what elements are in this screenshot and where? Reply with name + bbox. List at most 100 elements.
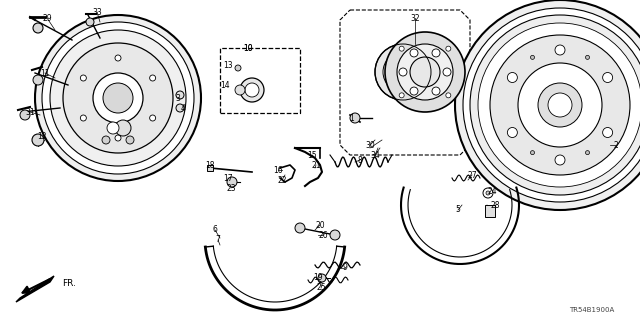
Circle shape [432, 49, 440, 57]
Circle shape [50, 30, 186, 166]
Text: 5: 5 [456, 205, 460, 214]
Circle shape [235, 85, 245, 95]
Circle shape [531, 55, 534, 60]
Text: 22: 22 [277, 175, 287, 185]
Text: 9: 9 [342, 263, 348, 273]
Circle shape [81, 75, 86, 81]
Text: 20: 20 [315, 220, 325, 229]
Text: 28: 28 [490, 201, 500, 210]
Circle shape [42, 22, 194, 174]
Circle shape [86, 18, 94, 26]
Circle shape [410, 49, 418, 57]
Text: 33: 33 [92, 7, 102, 17]
Circle shape [33, 23, 43, 33]
Text: 21: 21 [311, 161, 321, 170]
Circle shape [295, 223, 305, 233]
Circle shape [150, 75, 156, 81]
Bar [485, 205, 495, 217]
Circle shape [107, 122, 119, 134]
Circle shape [93, 73, 143, 123]
Text: 15: 15 [307, 150, 317, 159]
Text: 31: 31 [25, 108, 35, 116]
Polygon shape [340, 10, 470, 155]
Circle shape [35, 15, 201, 181]
Circle shape [548, 93, 572, 117]
Text: 7: 7 [216, 236, 220, 244]
Text: 13: 13 [223, 60, 233, 69]
Circle shape [126, 136, 134, 144]
Text: 27: 27 [467, 171, 477, 180]
Circle shape [318, 274, 326, 282]
Text: 29: 29 [42, 13, 52, 22]
Circle shape [555, 155, 565, 165]
Text: 8: 8 [358, 156, 362, 164]
Circle shape [81, 115, 86, 121]
Circle shape [446, 46, 451, 51]
Text: 24: 24 [487, 188, 497, 196]
Circle shape [235, 65, 241, 71]
Bar [207, 165, 213, 171]
Text: 17: 17 [223, 173, 233, 182]
Circle shape [470, 15, 640, 195]
Circle shape [490, 35, 630, 175]
Text: 1: 1 [349, 114, 355, 123]
Text: 3: 3 [175, 93, 180, 102]
Circle shape [478, 23, 640, 187]
Text: FR.: FR. [62, 279, 76, 289]
Circle shape [410, 87, 418, 95]
Text: 10: 10 [243, 44, 253, 52]
Text: 18: 18 [205, 161, 215, 170]
Circle shape [103, 83, 133, 113]
Circle shape [375, 44, 431, 100]
Circle shape [240, 78, 264, 102]
Circle shape [383, 52, 423, 92]
Text: 23: 23 [226, 183, 236, 193]
Text: 16: 16 [273, 165, 283, 174]
Circle shape [455, 0, 640, 210]
Text: 30: 30 [365, 140, 375, 149]
Circle shape [531, 151, 534, 155]
Circle shape [20, 110, 30, 120]
Circle shape [350, 113, 360, 123]
Text: 6: 6 [212, 226, 218, 235]
Circle shape [538, 83, 582, 127]
Text: 10: 10 [243, 44, 253, 52]
Circle shape [115, 135, 121, 141]
Circle shape [32, 134, 44, 146]
Circle shape [330, 230, 340, 240]
Circle shape [385, 32, 465, 112]
Circle shape [432, 87, 440, 95]
Circle shape [518, 63, 602, 147]
Circle shape [486, 191, 490, 195]
Circle shape [586, 151, 589, 155]
Circle shape [483, 188, 493, 198]
Text: 12: 12 [37, 132, 47, 140]
Circle shape [399, 93, 404, 98]
Circle shape [399, 46, 404, 51]
Circle shape [115, 55, 121, 61]
Text: 26: 26 [318, 230, 328, 239]
Circle shape [603, 73, 612, 83]
Text: 32: 32 [410, 13, 420, 22]
Circle shape [443, 68, 451, 76]
Circle shape [399, 68, 407, 76]
Circle shape [245, 83, 259, 97]
Text: 34: 34 [370, 150, 380, 159]
Circle shape [586, 55, 589, 60]
Text: 11: 11 [40, 68, 50, 77]
Circle shape [463, 8, 640, 202]
Text: 2: 2 [614, 140, 618, 149]
Circle shape [63, 43, 173, 153]
Circle shape [555, 45, 565, 55]
Circle shape [410, 57, 440, 87]
Circle shape [603, 127, 612, 138]
Circle shape [176, 91, 184, 99]
Text: 19: 19 [313, 274, 323, 283]
Text: 25: 25 [316, 284, 326, 292]
Bar [220, 48, 300, 113]
Circle shape [102, 136, 110, 144]
Circle shape [176, 104, 184, 112]
Polygon shape [16, 276, 54, 302]
Circle shape [227, 177, 237, 187]
Circle shape [508, 73, 517, 83]
